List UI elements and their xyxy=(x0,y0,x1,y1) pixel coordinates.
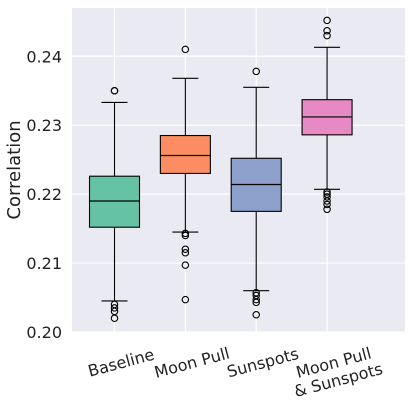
outlier-point xyxy=(323,16,331,25)
outlier-point xyxy=(323,200,331,209)
box-group-1 xyxy=(159,45,211,304)
outlier-point xyxy=(181,261,190,269)
outlier-point xyxy=(110,314,119,322)
outlier-point xyxy=(181,229,190,238)
outlier-point xyxy=(181,248,190,257)
outlier-point xyxy=(323,197,331,205)
outlier-point xyxy=(323,188,331,196)
outlier-point xyxy=(252,298,260,307)
box-iqr xyxy=(159,134,211,174)
outlier-point xyxy=(181,295,190,304)
box-iqr xyxy=(88,175,141,228)
y-tick-label: 0.22 xyxy=(26,185,62,204)
y-tick-label: 0.23 xyxy=(26,116,62,135)
outlier-point xyxy=(323,205,331,214)
outlier-point xyxy=(323,31,331,40)
y-tick-label: 0.24 xyxy=(26,47,62,66)
x-tick-label-line: Sunspots xyxy=(225,344,301,381)
x-tick-label: Sunspots xyxy=(225,344,301,381)
x-tick-label-line: Baseline xyxy=(86,345,156,381)
outlier-point xyxy=(252,67,260,76)
outlier-point xyxy=(323,193,331,201)
outlier-point xyxy=(252,311,260,319)
y-tick-label: 0.20 xyxy=(26,323,62,342)
x-tick-label: Moon Pull xyxy=(152,344,231,382)
outlier-point xyxy=(323,26,331,35)
outlier-point xyxy=(181,231,190,240)
box-group-2 xyxy=(230,67,282,319)
box-group-3 xyxy=(301,16,353,214)
outlier-point xyxy=(110,86,119,95)
outlier-point xyxy=(181,45,190,54)
outlier-point xyxy=(110,304,119,312)
outlier-point xyxy=(252,295,260,304)
y-axis-label: Correlation xyxy=(4,120,25,219)
box-group-0 xyxy=(88,86,141,322)
x-tick-label-line: Moon Pull xyxy=(152,344,231,382)
y-tick-label: 0.21 xyxy=(26,254,62,273)
x-tick-label: Moon Pull& Sunspots xyxy=(287,342,384,401)
x-tick-label: Baseline xyxy=(86,345,156,381)
outlier-point xyxy=(181,245,190,254)
